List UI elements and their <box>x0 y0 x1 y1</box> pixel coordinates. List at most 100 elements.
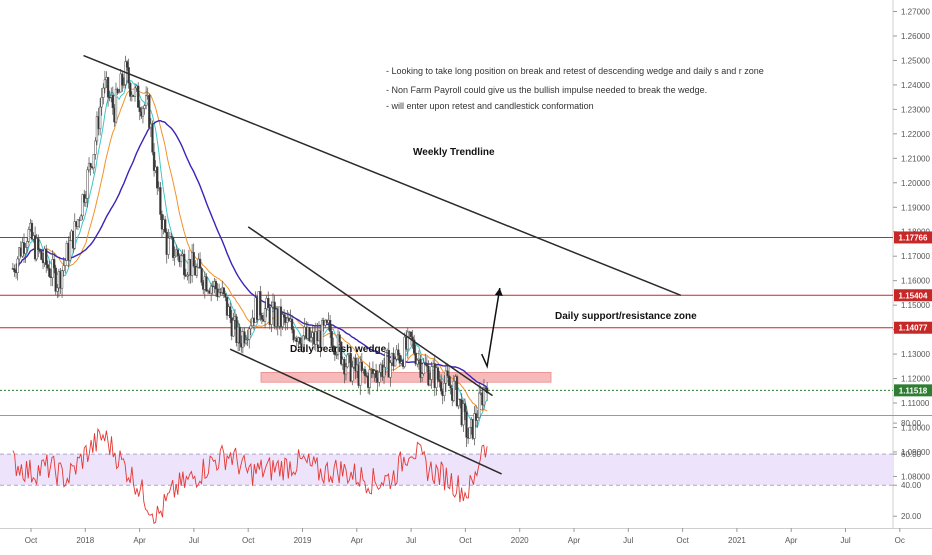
candle-body <box>118 91 121 94</box>
level-badges: 1.17766 1.15404 1.14077 1.11518 <box>894 231 932 397</box>
rsi-line <box>12 427 488 525</box>
candle-body <box>94 140 97 155</box>
candle-body <box>335 354 338 356</box>
candle-body <box>270 306 273 325</box>
candle-body <box>244 339 248 344</box>
candle-body <box>482 387 486 406</box>
time-tick-label: 2021 <box>728 536 746 545</box>
candle-body <box>164 219 167 233</box>
candle-body <box>48 267 51 277</box>
candle-body <box>198 258 202 269</box>
candle-body <box>229 306 232 318</box>
candle-body <box>425 364 429 367</box>
candle-body <box>122 84 126 86</box>
candle-body <box>13 268 16 273</box>
level-badge <box>894 384 932 397</box>
rsi-tick-label: 20.00 <box>901 512 922 521</box>
price-tick-label: 1.25000 <box>901 56 930 65</box>
candle-body <box>170 236 173 238</box>
rsi-axis: 80.00 60.00 40.00 20.00 <box>893 419 922 521</box>
candle-body <box>260 314 264 320</box>
candle-body <box>214 281 218 290</box>
candle-body <box>200 268 203 283</box>
candle-body <box>98 106 102 130</box>
candle-body <box>46 264 49 269</box>
candle-body <box>338 334 341 343</box>
candle-body <box>485 387 489 394</box>
candle-body <box>100 97 103 108</box>
candle-body <box>103 79 107 89</box>
candle-body <box>248 328 251 340</box>
candle-body <box>267 298 270 308</box>
time-tick-label: Jul <box>623 536 633 545</box>
candle-body <box>468 426 471 439</box>
level-badge <box>894 289 932 302</box>
price-tick-label: 1.13000 <box>901 350 930 359</box>
candle-body <box>16 258 19 274</box>
support-resistance-zone[interactable] <box>260 372 552 383</box>
candle-body <box>152 151 156 171</box>
candle-body <box>141 108 145 117</box>
time-tick-label: Jul <box>406 536 416 545</box>
candle-body <box>37 238 40 251</box>
arrow-head-icon <box>494 288 503 297</box>
candle-body <box>27 229 30 242</box>
candle-body <box>238 326 241 344</box>
price-tick-label: 1.24000 <box>901 81 930 90</box>
candle-body <box>389 362 392 378</box>
candle-body <box>430 366 433 380</box>
candle-body <box>333 347 337 356</box>
candle-body <box>30 222 34 240</box>
candle-body <box>263 308 267 322</box>
candle-body <box>173 255 176 258</box>
level-badge-label: 1.17766 <box>899 233 928 242</box>
level-lines <box>0 236 893 391</box>
candle-body <box>186 274 189 277</box>
candle-body <box>138 107 141 113</box>
candle-body <box>106 77 110 98</box>
price-tick-label: 1.09000 <box>901 448 930 457</box>
candle-body <box>60 270 64 289</box>
candle-body <box>452 380 455 401</box>
candle-body <box>378 372 381 383</box>
time-tick-label: Oct <box>242 536 255 545</box>
weekly-trendline[interactable] <box>83 54 682 297</box>
candle-body <box>45 248 48 265</box>
candle-body <box>363 369 367 376</box>
candle-body <box>340 341 343 365</box>
wedge-lower-line[interactable] <box>229 348 502 475</box>
candle-body <box>309 337 313 342</box>
candle-body <box>382 366 386 378</box>
candle-body <box>102 87 105 98</box>
candle-body <box>210 285 213 294</box>
candle-body <box>84 198 88 203</box>
price-tick-label: 1.27000 <box>901 8 930 17</box>
candle-body <box>321 320 324 348</box>
time-tick-label: Apr <box>133 536 146 545</box>
price-tick-label: 1.21000 <box>901 154 930 163</box>
candle-body <box>68 240 72 261</box>
candle-body <box>92 154 95 169</box>
candle-body <box>292 329 295 341</box>
level-badge <box>894 321 932 334</box>
candle-body <box>346 354 349 368</box>
projection-arrow[interactable] <box>481 287 501 369</box>
candle-body <box>438 379 441 382</box>
candle-body <box>344 366 348 375</box>
price-tick-label: 1.23000 <box>901 105 930 114</box>
wedge-upper-line[interactable] <box>247 226 493 397</box>
time-tick-label: Apr <box>568 536 581 545</box>
candle-body <box>462 403 465 426</box>
time-tick-label: 2019 <box>294 536 312 545</box>
candle-body <box>156 166 159 189</box>
price-tick-label: 1.12000 <box>901 375 930 384</box>
candle-body <box>414 352 417 365</box>
candle-body <box>114 88 118 123</box>
candle-body <box>473 413 476 439</box>
candle-body <box>298 337 302 344</box>
price-tick-label: 1.15000 <box>901 301 930 310</box>
candle-body <box>384 352 387 368</box>
price-tick-label: 1.26000 <box>901 32 930 41</box>
price-pane[interactable] <box>0 0 893 415</box>
